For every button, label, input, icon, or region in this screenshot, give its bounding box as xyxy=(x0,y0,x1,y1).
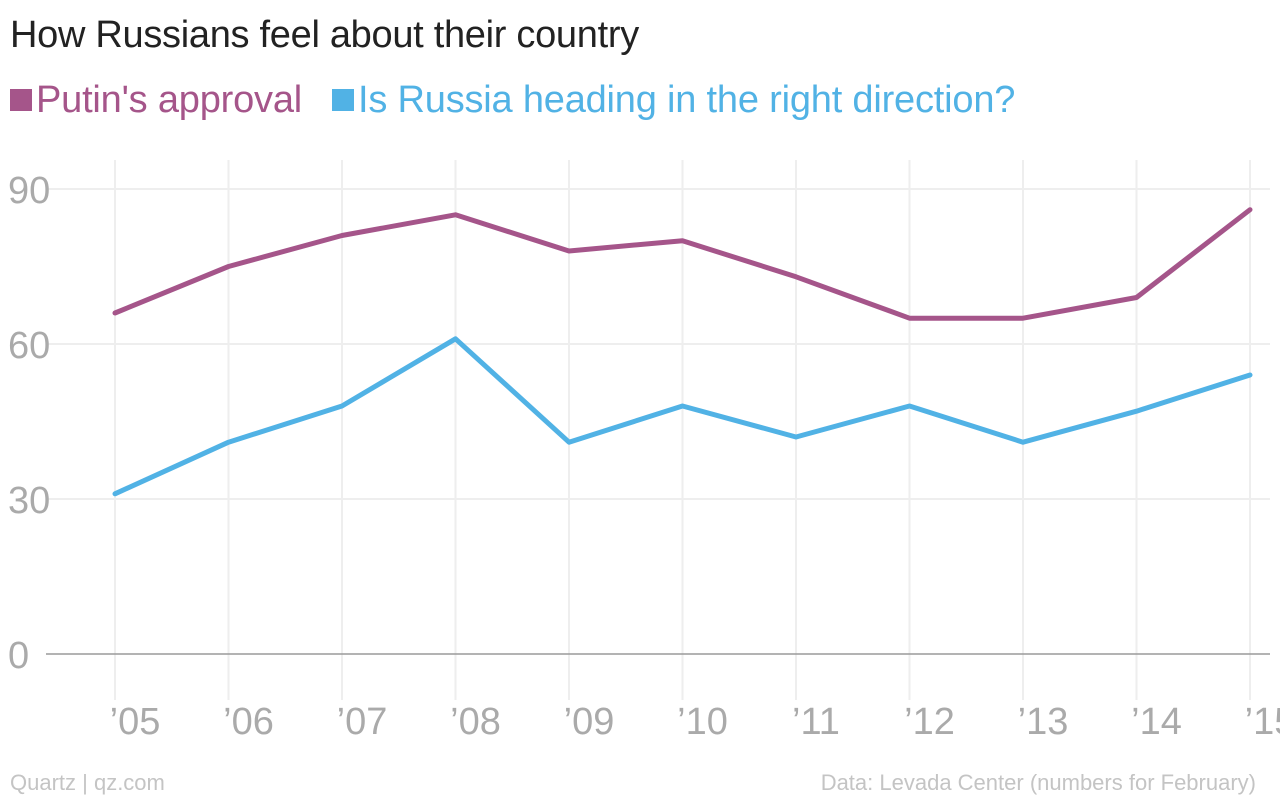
y-tick-label: 60 xyxy=(8,325,50,367)
y-tick-label: 90 xyxy=(8,170,50,212)
legend-label-right-direction: Is Russia heading in the right direction… xyxy=(358,78,1016,121)
x-tick-label: ’09 xyxy=(564,701,615,743)
x-tick-label: ’07 xyxy=(337,701,388,743)
legend-swatch-putin-approval xyxy=(10,89,32,111)
y-tick-label: 30 xyxy=(8,480,50,522)
series-line-putin-approval xyxy=(112,207,1253,321)
x-tick-label: ’14 xyxy=(1131,701,1182,743)
series-line-right-direction xyxy=(112,336,1253,497)
x-tick-label: ’05 xyxy=(110,701,161,743)
legend: Putin's approval Is Russia heading in th… xyxy=(10,76,1045,124)
y-tick-label: 0 xyxy=(8,635,29,677)
x-tick-label: ’15 xyxy=(1245,701,1280,743)
credit-text: Quartz | qz.com xyxy=(10,770,165,795)
x-tick-label: ’06 xyxy=(223,701,274,743)
legend-item-putin-approval: Putin's approval xyxy=(10,79,302,122)
legend-item-right-direction: Is Russia heading in the right direction… xyxy=(332,79,1015,122)
x-tick-label: ’11 xyxy=(792,701,840,743)
x-tick-label: ’10 xyxy=(677,701,728,743)
x-tick-label: ’12 xyxy=(904,701,955,743)
x-tick-label: ’13 xyxy=(1018,701,1069,743)
legend-label-putin-approval: Putin's approval xyxy=(36,78,302,121)
chart-title: How Russians feel about their country xyxy=(10,14,639,56)
legend-swatch-right-direction xyxy=(332,89,354,111)
x-tick-label: ’08 xyxy=(450,701,501,743)
source-text: Data: Levada Center (numbers for Februar… xyxy=(820,770,1256,795)
